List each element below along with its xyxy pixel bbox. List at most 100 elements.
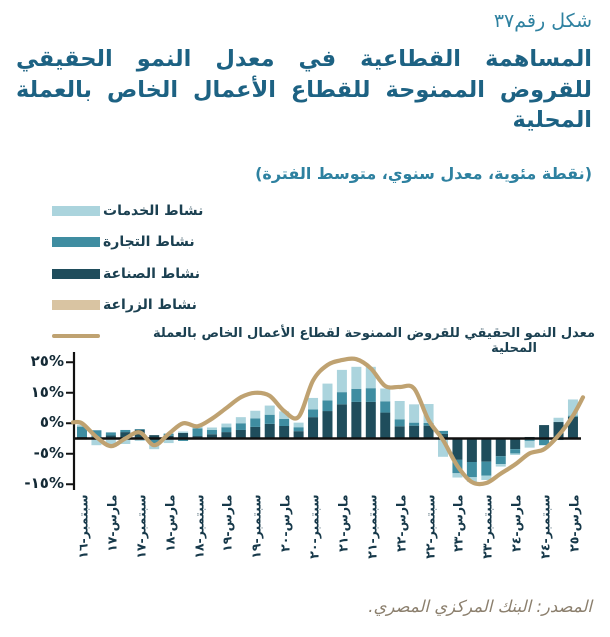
bar-segment <box>351 401 362 438</box>
source-note: المصدر: البنك المركزي المصري. <box>368 597 592 616</box>
bar-segment <box>466 439 477 462</box>
bar-segment <box>293 427 304 432</box>
bar-segment <box>322 411 333 438</box>
bar-segment <box>91 430 102 438</box>
bar-segment <box>149 435 160 439</box>
bar-segment <box>365 366 376 389</box>
legend-label-industry: نشاط الصناعة <box>103 266 201 282</box>
chart-subtitle: (نقطة مئوية، معدل سنوي، متوسط الفترة) <box>255 164 592 183</box>
bar-segment <box>235 417 246 424</box>
bar-segment <box>322 400 333 412</box>
bar-segment <box>120 432 131 439</box>
bar-segment <box>206 434 217 438</box>
bar-segment <box>178 438 189 441</box>
bar-segment <box>567 416 578 438</box>
bar-segment <box>279 418 290 426</box>
legend-item-growth-line: معدل النمو الحقيقي للقروض الممنوحة لقطاع… <box>52 326 595 356</box>
bar-segment <box>134 429 145 430</box>
bar-segment <box>120 429 131 433</box>
legend-label-growth-line-2: المحلية <box>491 341 537 356</box>
chart-title: المساهمة القطاعية في معدل النمو الحقيقي … <box>16 44 592 136</box>
agriculture-swatch-icon <box>52 300 100 310</box>
x-tick-label: مارس-١٩ <box>219 494 235 552</box>
x-tick-label: سبتمبر-٢١ <box>364 494 380 559</box>
bar-segment <box>206 429 217 435</box>
bar-segment <box>423 422 434 426</box>
bar-segment <box>308 409 319 418</box>
bar-segment <box>380 412 391 438</box>
x-tick-label: مارس-١٧ <box>104 494 120 552</box>
x-tick-label: سبتمبر-١٩ <box>248 494 264 559</box>
bar-segment <box>495 464 506 467</box>
bar-segment <box>105 432 116 436</box>
chart-title-line-3: المحلية <box>512 107 592 133</box>
x-tick-label: سبتمبر-١٧ <box>133 494 149 559</box>
x-tick-label: مارس-٢٥ <box>566 494 582 552</box>
bar-segment <box>250 426 261 438</box>
bar-segment <box>178 433 189 439</box>
bar-segment <box>308 397 319 410</box>
bar-segment <box>438 430 448 434</box>
growth-line <box>70 356 586 487</box>
trade-swatch-icon <box>52 237 100 247</box>
legend-item-services: نشاط الخدمات <box>52 203 203 219</box>
legend-label-trade: نشاط التجارة <box>103 234 195 250</box>
bar-segment <box>481 439 492 462</box>
bar-segment <box>192 428 203 437</box>
bar-segment <box>105 439 116 448</box>
bar-segment <box>409 425 420 438</box>
bar-segment <box>409 422 420 426</box>
bar-segment <box>279 411 290 419</box>
bar-segment <box>394 400 405 420</box>
chart-title-line-1: المساهمة القطاعية في معدل النمو الحقيقي <box>16 46 592 72</box>
bar-segment <box>481 461 492 476</box>
x-tick-label: مارس-١٨ <box>162 494 178 552</box>
x-tick-label: سبتمبر-٢٠ <box>306 494 322 559</box>
x-tick-label: مارس-٢٢ <box>393 494 409 552</box>
y-tick-label: ١٥% <box>30 382 64 401</box>
bar-segment <box>235 429 246 438</box>
y-tick-label: ٢٥% <box>30 352 64 371</box>
bar-segment <box>510 449 521 454</box>
bar-segment <box>351 366 362 389</box>
legend-item-industry: نشاط الصناعة <box>52 266 200 282</box>
bar-segment <box>365 388 376 402</box>
chart-title-line-2: للقروض الممنوحة للقطاع الأعمال الخاص بال… <box>16 76 592 103</box>
y-tick-label: ٥% <box>39 413 64 432</box>
bar-segment <box>206 427 217 430</box>
bar-segment <box>235 423 246 430</box>
bar-segment <box>279 426 290 438</box>
legend-label-agriculture: نشاط الزراعة <box>103 297 197 313</box>
bar-segment <box>163 438 174 444</box>
bar-segment <box>423 404 434 423</box>
bar-segment <box>293 431 304 438</box>
bar-segment <box>466 477 477 482</box>
bar-segment <box>567 399 578 416</box>
bar-segment <box>192 436 203 439</box>
x-tick-label: سبتمبر-٢٤ <box>537 494 553 559</box>
x-tick-label: سبتمبر-١٨ <box>191 494 207 559</box>
bar-segment <box>510 453 521 455</box>
bar-segment <box>452 439 463 460</box>
x-tick-label: مارس-٢٤ <box>508 494 524 552</box>
bar-segment <box>452 473 463 478</box>
bar-segment <box>539 438 550 446</box>
bar-segment <box>264 405 275 415</box>
bar-segment <box>466 461 477 478</box>
bar-segment <box>336 392 347 405</box>
bar-segment <box>553 417 564 423</box>
growth-line-swatch-icon <box>52 334 100 338</box>
bar-segment <box>394 419 405 427</box>
legend-label-growth-line-1: معدل النمو الحقيقي للقروض الممنوحة لقطاع… <box>153 326 595 341</box>
legend-item-agriculture: نشاط الزراعة <box>52 297 197 313</box>
bar-segment <box>178 431 189 434</box>
y-tick-label: -٥% <box>33 443 64 462</box>
bar-segment <box>438 433 448 438</box>
bar-segment <box>380 388 391 402</box>
bar-segment <box>163 435 174 439</box>
bar-segment <box>495 439 506 457</box>
bar-segment <box>524 438 535 441</box>
bar-segment <box>336 404 347 438</box>
bar-segment <box>105 435 116 439</box>
bar-segment <box>423 425 434 438</box>
